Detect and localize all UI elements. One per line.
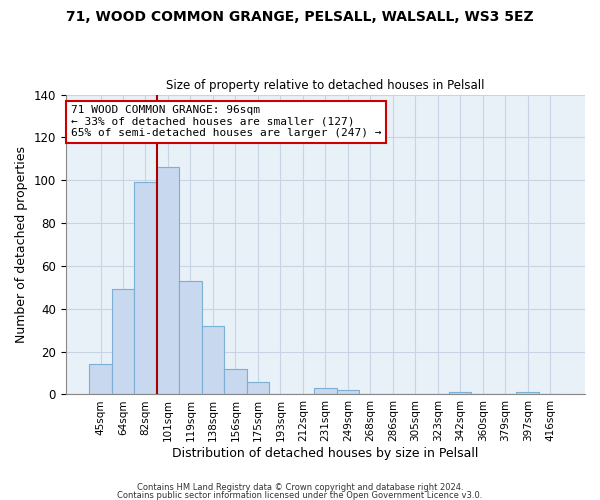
Text: 71, WOOD COMMON GRANGE, PELSALL, WALSALL, WS3 5EZ: 71, WOOD COMMON GRANGE, PELSALL, WALSALL…	[66, 10, 534, 24]
Y-axis label: Number of detached properties: Number of detached properties	[15, 146, 28, 343]
Bar	[112, 290, 134, 395]
Bar	[337, 390, 359, 394]
Title: Size of property relative to detached houses in Pelsall: Size of property relative to detached ho…	[166, 79, 485, 92]
Bar	[179, 281, 202, 394]
Bar	[89, 364, 112, 394]
Bar	[157, 168, 179, 394]
X-axis label: Distribution of detached houses by size in Pelsall: Distribution of detached houses by size …	[172, 447, 479, 460]
Bar	[247, 382, 269, 394]
Bar	[224, 369, 247, 394]
Bar	[314, 388, 337, 394]
Bar	[449, 392, 472, 394]
Text: 71 WOOD COMMON GRANGE: 96sqm
← 33% of detached houses are smaller (127)
65% of s: 71 WOOD COMMON GRANGE: 96sqm ← 33% of de…	[71, 105, 382, 138]
Bar	[202, 326, 224, 394]
Text: Contains public sector information licensed under the Open Government Licence v3: Contains public sector information licen…	[118, 490, 482, 500]
Text: Contains HM Land Registry data © Crown copyright and database right 2024.: Contains HM Land Registry data © Crown c…	[137, 484, 463, 492]
Bar	[517, 392, 539, 394]
Bar	[134, 182, 157, 394]
